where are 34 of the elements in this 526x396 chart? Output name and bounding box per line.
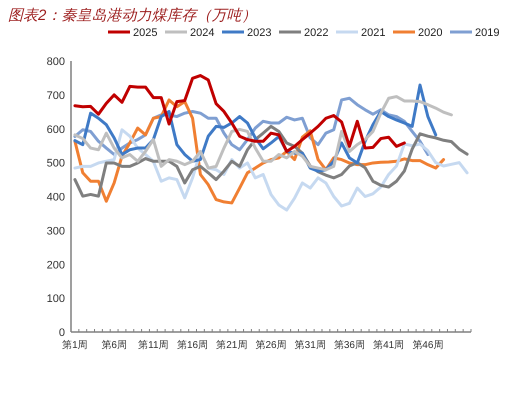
- ytick: 0: [58, 327, 65, 339]
- legend-item: 2025: [108, 27, 158, 39]
- legend-item: 2019: [450, 27, 500, 39]
- legend-label: 2022: [304, 27, 328, 39]
- legend-item: 2024: [165, 27, 214, 39]
- legend-item: 2020: [393, 27, 442, 39]
- xtick: 第36周: [334, 340, 365, 351]
- xtick: 第31周: [294, 340, 326, 351]
- legend-label: 2020: [418, 27, 442, 39]
- legend-item: 2023: [222, 27, 272, 39]
- legend-item: 2021: [336, 27, 386, 39]
- legend-label: 2025: [133, 27, 158, 39]
- legend-label: 2021: [361, 27, 386, 39]
- legend-label: 2024: [190, 27, 214, 39]
- ytick: 700: [46, 90, 65, 102]
- title: 图表2：秦皇岛港动力煤库存（万吨）: [8, 7, 256, 24]
- ytick: 500: [46, 158, 65, 170]
- ytick: 800: [46, 56, 65, 68]
- ytick: 600: [46, 124, 65, 136]
- xtick: 第11周: [138, 340, 169, 351]
- ytick: 200: [46, 259, 65, 272]
- xtick: 第26周: [255, 340, 287, 351]
- xtick: 第16周: [177, 340, 208, 351]
- xtick: 第41周: [373, 340, 404, 351]
- xtick: 第6周: [101, 340, 127, 351]
- xtick: 第46周: [412, 340, 444, 351]
- xtick: 第1周: [62, 340, 88, 351]
- legend-label: 2023: [247, 27, 272, 39]
- xtick: 第21周: [216, 340, 248, 351]
- ytick: 400: [46, 192, 65, 204]
- legend-label: 2019: [475, 27, 500, 39]
- legend-item: 2022: [279, 27, 328, 39]
- ytick: 300: [46, 225, 65, 238]
- ytick: 100: [46, 293, 65, 306]
